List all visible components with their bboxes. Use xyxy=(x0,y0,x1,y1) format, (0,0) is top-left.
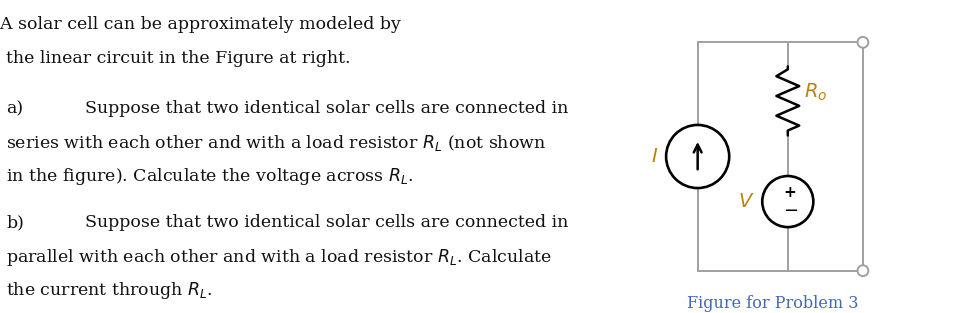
Text: Suppose that two identical solar cells are connected in: Suppose that two identical solar cells a… xyxy=(85,100,568,117)
Text: b): b) xyxy=(6,214,24,231)
Text: Suppose that two identical solar cells are connected in: Suppose that two identical solar cells a… xyxy=(85,214,568,231)
Text: a): a) xyxy=(6,100,23,117)
Text: the linear circuit in the Figure at right.: the linear circuit in the Figure at righ… xyxy=(6,50,350,67)
Circle shape xyxy=(857,37,868,48)
Circle shape xyxy=(857,265,868,276)
Text: the current through $R_L$.: the current through $R_L$. xyxy=(6,280,212,301)
Text: −: − xyxy=(783,202,798,220)
Text: series with each other and with a load resistor $R_L$ (not shown: series with each other and with a load r… xyxy=(6,133,546,153)
Text: +: + xyxy=(784,185,796,200)
Text: in the figure). Calculate the voltage across $R_L$.: in the figure). Calculate the voltage ac… xyxy=(6,166,413,187)
Text: Figure for Problem 3: Figure for Problem 3 xyxy=(687,295,858,312)
Text: $R_o$: $R_o$ xyxy=(804,81,828,103)
Text: $I$: $I$ xyxy=(652,147,658,166)
Text: parallel with each other and with a load resistor $R_L$. Calculate: parallel with each other and with a load… xyxy=(6,247,552,268)
Text: . A solar cell can be approximately modeled by: . A solar cell can be approximately mode… xyxy=(0,16,400,33)
Text: $V$: $V$ xyxy=(738,192,755,211)
